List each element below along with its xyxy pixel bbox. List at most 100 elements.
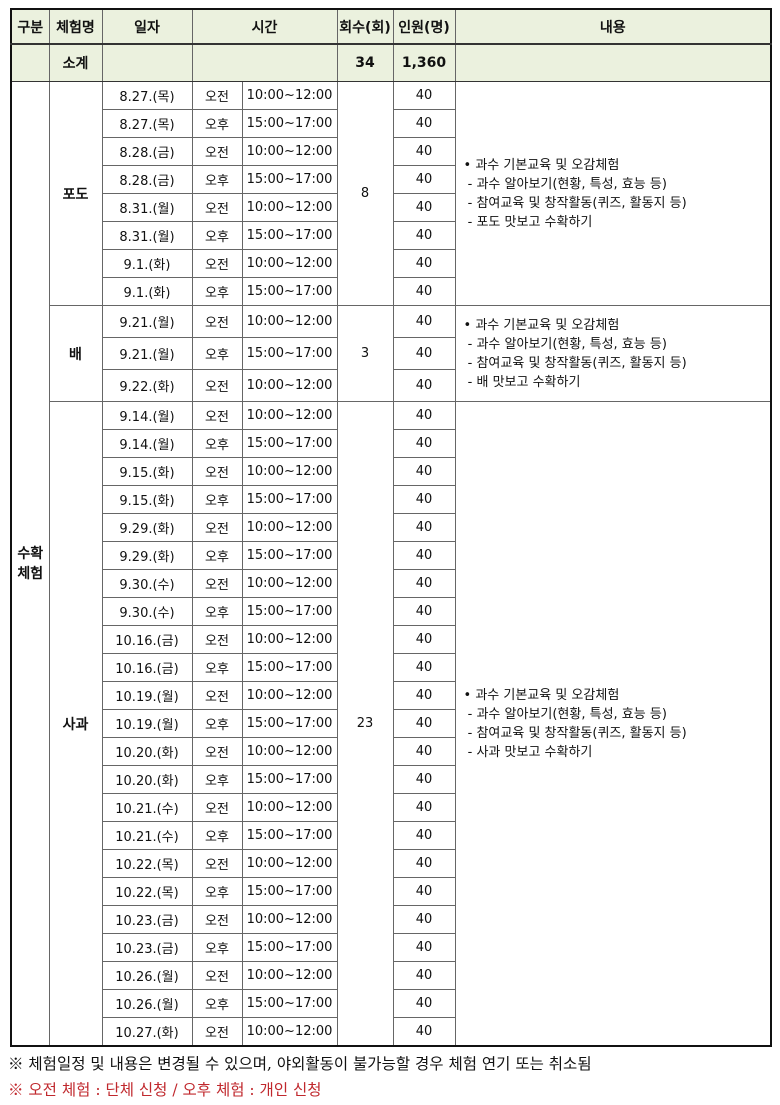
table-row: 8.28.(금) 오전 10:00~12:00 40 [11, 137, 771, 166]
people-cell: 40 [392, 877, 456, 906]
people-cell: 40 [392, 821, 456, 850]
time-cell: 15:00~17:00 [241, 877, 338, 906]
people-cell: 40 [392, 193, 456, 222]
table-row: 10.20.(화) 오후 15:00~17:00 40 [11, 765, 771, 794]
header-category: 구분 [10, 8, 50, 45]
date-cell: 10.26.(월) [101, 989, 193, 1018]
header-content: 내용 [454, 8, 772, 45]
people-cell: 40 [392, 793, 456, 822]
period-cell: 오후 [191, 429, 243, 458]
people-cell: 40 [392, 277, 456, 306]
date-cell: 8.31.(월) [101, 193, 193, 222]
people-cell: 40 [392, 737, 456, 766]
period-cell: 오후 [191, 877, 243, 906]
time-cell: 10:00~12:00 [241, 849, 338, 878]
subtotal-label: 소계 [48, 43, 103, 82]
people-cell: 40 [392, 961, 456, 990]
date-cell: 9.21.(월) [101, 305, 193, 338]
date-cell: 9.22.(화) [101, 369, 193, 402]
table-row: 10.19.(월) 오후 15:00~17:00 40 [11, 709, 771, 738]
table-row: 8.28.(금) 오후 15:00~17:00 40 [11, 165, 771, 194]
time-cell: 15:00~17:00 [241, 933, 338, 962]
people-cell: 40 [392, 541, 456, 570]
period-cell: 오후 [191, 165, 243, 194]
period-cell: 오전 [191, 961, 243, 990]
date-cell: 9.15.(화) [101, 457, 193, 486]
date-cell: 9.1.(화) [101, 249, 193, 278]
header-time: 시간 [191, 8, 338, 45]
time-cell: 10:00~12:00 [241, 457, 338, 486]
date-cell: 10.16.(금) [101, 653, 193, 682]
period-cell: 오전 [191, 1017, 243, 1047]
people-cell: 40 [392, 989, 456, 1018]
sessions-cell: 8 [336, 81, 394, 306]
period-cell: 오전 [191, 81, 243, 110]
schedule-table: 구분 체험명 일자 시간 회수(회) 인원(명) 내용 소계 34 1,360 … [10, 8, 773, 1047]
table-row: 수확 체험 포도 8.27.(목) 오전 10:00~12:00 8 40 • 과수 기본교육… [10, 81, 772, 1047]
period-cell: 오전 [191, 249, 243, 278]
period-cell: 오후 [191, 541, 243, 570]
time-cell: 15:00~17:00 [241, 821, 338, 850]
period-cell: 오전 [191, 681, 243, 710]
period-cell: 오후 [191, 709, 243, 738]
people-cell: 40 [392, 221, 456, 250]
date-cell: 8.31.(월) [101, 221, 193, 250]
table-row: 9.30.(수) 오후 15:00~17:00 40 [11, 597, 771, 626]
table-row: 9.15.(화) 오전 10:00~12:00 40 [11, 457, 771, 486]
table-row: 8.27.(목) 오후 15:00~17:00 40 [11, 109, 771, 138]
people-cell: 40 [392, 625, 456, 654]
table-row: 10.26.(월) 오전 10:00~12:00 40 [11, 961, 771, 990]
program-name: 포도 [48, 81, 103, 306]
table-row: 10.26.(월) 오후 15:00~17:00 40 [11, 989, 771, 1018]
people-cell: 40 [392, 513, 456, 542]
date-cell: 9.30.(수) [101, 597, 193, 626]
people-cell: 40 [392, 569, 456, 598]
time-cell: 15:00~17:00 [241, 541, 338, 570]
time-cell: 10:00~12:00 [241, 905, 338, 934]
date-cell: 9.30.(수) [101, 569, 193, 598]
period-cell: 오후 [191, 221, 243, 250]
program-name: 사과 [48, 401, 103, 1047]
table-row: 9.1.(화) 오전 10:00~12:00 40 [11, 249, 771, 278]
period-cell: 오전 [191, 625, 243, 654]
table-row: 사과 9.14.(월) 오전 10:00~12:00 23 40 • 과수 기본교육 및 오… [11, 401, 772, 1047]
table-row: 8.31.(월) 오전 10:00~12:00 40 [11, 193, 771, 222]
time-cell: 10:00~12:00 [241, 369, 338, 402]
period-cell: 오전 [191, 849, 243, 878]
people-cell: 40 [392, 401, 456, 430]
date-cell: 10.22.(목) [101, 849, 193, 878]
sessions-cell: 3 [336, 305, 394, 402]
table-row: 8.31.(월) 오후 15:00~17:00 40 [11, 221, 771, 250]
content-cell: • 과수 기본교육 및 오감체험 - 과수 알아보기(현황, 특성, 효능 등)… [454, 305, 772, 402]
table-row: 9.15.(화) 오후 15:00~17:00 40 [11, 485, 771, 514]
header-program: 체험명 [48, 8, 103, 45]
time-cell: 15:00~17:00 [241, 109, 338, 138]
period-cell: 오전 [191, 457, 243, 486]
time-cell: 15:00~17:00 [241, 337, 338, 370]
time-cell: 10:00~12:00 [241, 249, 338, 278]
time-cell: 15:00~17:00 [241, 709, 338, 738]
people-cell: 40 [392, 429, 456, 458]
period-cell: 오전 [191, 569, 243, 598]
date-cell: 10.22.(목) [101, 877, 193, 906]
header-row: 구분 체험명 일자 시간 회수(회) 인원(명) 내용 [10, 8, 772, 45]
date-cell: 8.27.(목) [101, 109, 193, 138]
people-cell: 40 [392, 249, 456, 278]
period-cell: 오후 [191, 821, 243, 850]
table-row: 9.29.(화) 오후 15:00~17:00 40 [11, 541, 771, 570]
time-cell: 10:00~12:00 [241, 305, 338, 338]
date-cell: 8.28.(금) [101, 165, 193, 194]
table-row: 10.20.(화) 오전 10:00~12:00 40 [11, 737, 771, 766]
table-row: 9.21.(월) 오후 15:00~17:00 40 [11, 337, 771, 370]
period-cell: 오전 [191, 737, 243, 766]
sessions-cell: 23 [336, 401, 394, 1047]
table-row: 10.21.(수) 오후 15:00~17:00 40 [11, 821, 771, 850]
time-cell: 10:00~12:00 [241, 681, 338, 710]
date-cell: 10.20.(화) [101, 737, 193, 766]
table-row: 10.27.(화) 오전 10:00~12:00 40 [11, 1017, 771, 1047]
time-cell: 10:00~12:00 [241, 81, 338, 110]
people-cell: 40 [392, 109, 456, 138]
time-cell: 10:00~12:00 [241, 401, 338, 430]
people-cell: 40 [392, 457, 456, 486]
time-cell: 10:00~12:00 [241, 961, 338, 990]
